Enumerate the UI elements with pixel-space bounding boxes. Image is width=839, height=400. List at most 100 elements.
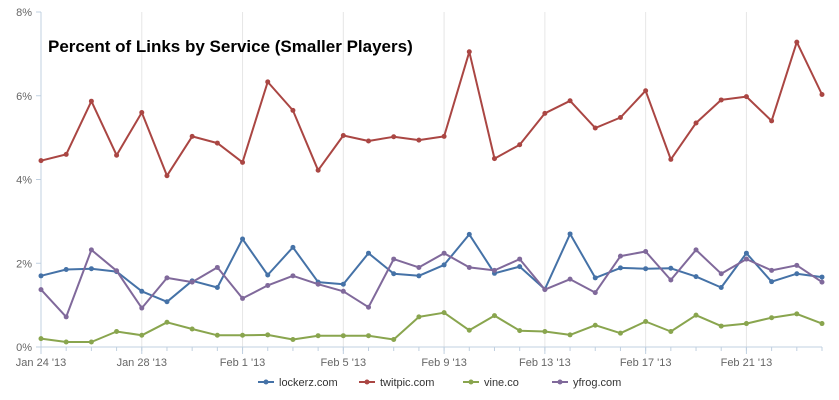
data-point[interactable] [139,110,145,115]
data-point[interactable] [668,156,674,162]
data-point[interactable] [189,133,195,139]
data-point[interactable] [265,282,271,288]
data-point[interactable] [668,329,674,335]
data-point[interactable] [391,336,397,342]
data-point[interactable] [441,310,447,316]
data-point[interactable] [668,277,674,283]
data-point[interactable] [139,305,145,311]
data-point[interactable] [38,287,44,293]
data-point[interactable] [63,339,69,345]
data-point[interactable] [340,281,346,287]
data-point[interactable] [617,330,623,336]
data-point[interactable] [164,319,170,325]
data-point[interactable] [315,167,321,173]
data-point[interactable] [441,262,447,268]
data-point[interactable] [63,267,69,273]
data-point[interactable] [819,321,825,327]
data-point[interactable] [416,264,422,270]
data-point[interactable] [265,332,271,338]
data-point[interactable] [466,327,472,333]
data-point[interactable] [114,268,120,274]
data-point[interactable] [290,244,296,250]
data-point[interactable] [240,295,246,301]
data-point[interactable] [491,156,497,162]
data-point[interactable] [416,314,422,320]
data-point[interactable] [491,267,497,273]
data-point[interactable] [617,253,623,259]
data-point[interactable] [139,332,145,338]
data-point[interactable] [315,333,321,339]
legend[interactable]: lockerz.com twitpic.com vine.co yfrog.com [258,377,621,389]
data-point[interactable] [214,332,220,338]
data-point[interactable] [693,247,699,253]
data-point[interactable] [769,315,775,321]
data-point[interactable] [592,275,598,281]
data-point[interactable] [743,250,749,256]
data-point[interactable] [718,271,724,277]
data-point[interactable] [240,236,246,242]
data-point[interactable] [290,107,296,113]
data-point[interactable] [38,273,44,279]
data-point[interactable] [567,231,573,237]
data-point[interactable] [517,142,523,148]
data-point[interactable] [88,98,94,104]
data-point[interactable] [542,110,548,116]
data-point[interactable] [819,279,825,285]
data-point[interactable] [567,98,573,104]
data-point[interactable] [214,264,220,270]
data-point[interactable] [189,279,195,285]
data-point[interactable] [517,256,523,262]
data-point[interactable] [290,273,296,279]
data-point[interactable] [567,332,573,338]
data-point[interactable] [769,279,775,285]
data-point[interactable] [88,266,94,272]
data-point[interactable] [693,120,699,126]
data-point[interactable] [592,125,598,131]
data-point[interactable] [466,231,472,237]
data-point[interactable] [668,265,674,271]
data-point[interactable] [114,152,120,158]
data-point[interactable] [441,250,447,256]
data-point[interactable] [643,318,649,324]
data-point[interactable] [139,288,145,294]
data-point[interactable] [240,159,246,165]
data-point[interactable] [466,264,472,270]
data-point[interactable] [592,322,598,328]
data-point[interactable] [391,134,397,140]
data-point[interactable] [617,265,623,271]
data-point[interactable] [114,329,120,335]
data-point[interactable] [340,133,346,139]
data-point[interactable] [340,333,346,339]
data-point[interactable] [214,285,220,291]
legend-item[interactable]: vine.co [463,377,519,389]
data-point[interactable] [164,173,170,179]
data-point[interactable] [466,49,472,55]
legend-item[interactable]: lockerz.com [258,377,338,389]
data-point[interactable] [441,133,447,139]
legend-item[interactable]: yfrog.com [552,377,621,389]
data-point[interactable] [718,323,724,329]
data-point[interactable] [164,299,170,305]
data-point[interactable] [517,328,523,334]
data-point[interactable] [391,271,397,277]
data-point[interactable] [718,97,724,103]
data-point[interactable] [743,256,749,262]
data-point[interactable] [743,321,749,327]
data-point[interactable] [542,329,548,335]
data-point[interactable] [189,326,195,332]
data-point[interactable] [819,274,825,280]
data-point[interactable] [366,333,372,339]
data-point[interactable] [265,272,271,278]
data-point[interactable] [38,158,44,164]
data-point[interactable] [290,336,296,342]
data-point[interactable] [240,332,246,338]
data-point[interactable] [819,91,825,97]
data-point[interactable] [88,247,94,253]
data-point[interactable] [63,314,69,320]
data-point[interactable] [592,290,598,296]
data-point[interactable] [63,151,69,157]
data-point[interactable] [214,140,220,146]
data-point[interactable] [769,267,775,273]
data-point[interactable] [315,281,321,287]
data-point[interactable] [366,138,372,144]
